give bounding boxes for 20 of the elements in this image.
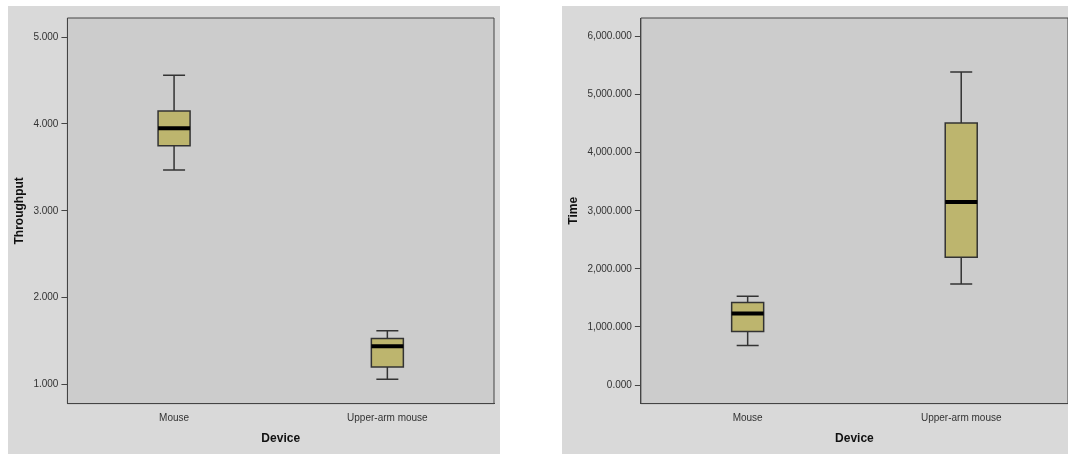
x-tick-label: Upper-arm mouse [920, 412, 1002, 424]
y-tick-label: 3,000.000 [587, 204, 633, 216]
y-tick-label: 2,000.000 [587, 262, 633, 274]
y-tick-label: 1.000 [33, 378, 59, 390]
y-tick-label: 0.000 [606, 378, 633, 390]
y-tick-label: 4.000 [33, 117, 59, 129]
x-tick-label: Mouse [159, 412, 190, 424]
y-tick-label: 5,000.000 [587, 88, 633, 100]
x-tick-label: Mouse [732, 412, 764, 424]
y-tick-label: 5.000 [33, 30, 59, 42]
y-tick-label: 1,000.000 [587, 320, 633, 332]
y-tick-label: 3.000 [33, 204, 59, 216]
x-tick-label: Upper-arm mouse [347, 412, 429, 424]
x-axis-title: Device [261, 431, 301, 446]
x-axis-title: Device [835, 431, 875, 446]
y-tick-label: 6,000.000 [587, 30, 633, 42]
y-tick-label: 4,000.000 [587, 146, 633, 158]
y-axis-title: Throughput [11, 177, 26, 245]
y-tick-label: 2.000 [33, 291, 59, 303]
y-axis-title: Time [565, 196, 580, 225]
